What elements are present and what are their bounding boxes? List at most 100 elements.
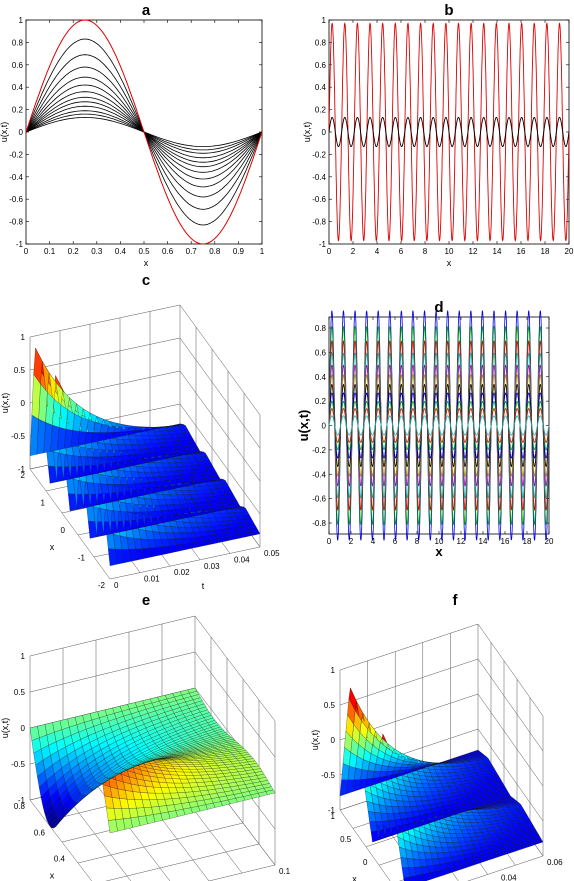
- back-wall-gridline: [29, 304, 261, 416]
- y-tick-label: 0.03: [204, 562, 220, 571]
- z-tick-label: -0.5: [321, 771, 335, 780]
- z-tick-label: 0.5: [14, 366, 26, 375]
- back-wall-gridline: [29, 337, 261, 449]
- x-axis-label: x: [50, 871, 55, 881]
- y-tick-label: -0.2: [312, 150, 326, 159]
- z-tick-label: 0.5: [14, 688, 26, 697]
- back-wall-gridline: [29, 370, 261, 482]
- y-tick-label: 0.4: [315, 373, 327, 382]
- surface-patch: [29, 726, 40, 741]
- y-tick-label: 0: [322, 422, 327, 431]
- z-tick-label: 0: [21, 399, 26, 408]
- x-tick-label: 0.6: [162, 247, 174, 256]
- y-tick-label: 0.2: [315, 397, 327, 406]
- x-tick-label: -2: [98, 581, 106, 590]
- x-tick-label: 0.5: [138, 247, 150, 256]
- x-tick-label: 12: [457, 537, 466, 546]
- y-tick-label: 1: [19, 16, 24, 25]
- z-tick-label: 1: [21, 333, 26, 342]
- panel-e-title: e: [142, 592, 150, 609]
- surface-patch: [369, 821, 378, 832]
- z-tick-label: 1: [331, 666, 336, 675]
- series-line-10: [328, 415, 550, 436]
- z-tick-label: -1: [18, 465, 26, 474]
- surface-patch: [370, 830, 379, 843]
- z-tick-label: 0: [331, 736, 336, 745]
- z-axis-label: u(x,t): [0, 718, 10, 739]
- x-tick-label: 0: [363, 858, 368, 867]
- y-axis-label: u(x,t): [296, 410, 311, 442]
- x-tick-label: 2: [351, 247, 356, 256]
- y-tick-label: 0.6: [12, 61, 24, 70]
- y-tick-label: 0.2: [12, 106, 24, 115]
- y-tick-label: 0.8: [315, 324, 327, 333]
- floor-gridline: [77, 822, 244, 864]
- x-tick-label: 12: [469, 247, 478, 256]
- y-tick-label: 0.8: [12, 38, 24, 47]
- panel-b: b 0 2 4 6 8 10 12 14 16 18 20 1 0.8 0.6 0.4 0.2 0 -0.2 -0.4…: [302, 2, 574, 268]
- z-tick-label: -0.5: [11, 760, 25, 769]
- y-tick-label: 0.04: [234, 555, 250, 564]
- y-tick-label: 1: [322, 16, 327, 25]
- z-tick-label: -1: [18, 796, 26, 805]
- panel-f-title: f: [453, 592, 459, 609]
- panel-c-title: c: [142, 272, 150, 289]
- z-tick-label: 1: [21, 652, 26, 661]
- x-tick-label: 10: [445, 247, 454, 256]
- y-tick-label: -0.6: [312, 495, 326, 504]
- y-tick-label: 0: [19, 128, 24, 137]
- y-tick-label: -0.4: [312, 470, 326, 479]
- y-tick-label: 0.2: [315, 106, 327, 115]
- x-tick-label: 16: [517, 247, 526, 256]
- x-tick-label: 0.8: [14, 802, 26, 811]
- y-tick-label: -0.2: [9, 150, 23, 159]
- x-tick-label: 0: [61, 526, 66, 535]
- x-tick-label: 0.3: [91, 247, 103, 256]
- z-axis-label: u(x,t): [310, 730, 320, 751]
- z-tick-label: 0.5: [324, 701, 336, 710]
- y-tick-label: 0.05: [264, 549, 280, 558]
- surface-patch: [341, 763, 350, 781]
- y-tick-label: 0.1: [279, 867, 291, 876]
- x-axis-label: x: [50, 542, 55, 552]
- y-tick-label: -0.8: [312, 519, 326, 528]
- y-tick-label: 0.4: [12, 83, 24, 92]
- x-tick-label: 1: [41, 499, 46, 508]
- y-tick-label: 0.6: [315, 61, 327, 70]
- x-tick-label: 6: [399, 247, 404, 256]
- y-tick-label: -0.4: [312, 173, 326, 182]
- series-line-1: [328, 116, 570, 148]
- panel-e: e10.50-0.5-10.80.60.40.2000.050.1u(x,t)x…: [0, 592, 291, 881]
- y-tick-label: 0.06: [547, 858, 563, 867]
- panel-d-title: d: [434, 299, 443, 316]
- y-tick-label: -0.8: [312, 218, 326, 227]
- x-tick-label: 20: [565, 247, 574, 256]
- x-tick-label: 18: [541, 247, 550, 256]
- y-axis-label: u(x,t): [0, 122, 9, 143]
- panel-a-title: a: [142, 2, 151, 19]
- surface: [29, 347, 261, 566]
- floor-gridline: [29, 799, 93, 881]
- x-tick-label: 16: [501, 537, 510, 546]
- x-tick-label: 0.1: [44, 247, 56, 256]
- x-axis-label: x: [144, 258, 149, 268]
- x-tick-label: -1: [78, 554, 86, 563]
- y-tick-label: -1: [319, 240, 327, 249]
- y-tick-label: 0.8: [315, 38, 327, 47]
- x-tick-label: 0.8: [209, 247, 221, 256]
- z-tick-label: -1: [328, 806, 336, 815]
- y-tick-label: 0.02: [174, 568, 190, 577]
- floor-gridline: [62, 791, 132, 881]
- panel-d: d 0 2 4 6 8 10 12 14 16 18 20 0.8 0.6 0.4 0.2 0 -0.2 -0.4 -…: [296, 299, 554, 559]
- y-tick-label: -0.4: [9, 173, 23, 182]
- back-wall-gridline: [339, 623, 544, 717]
- y-axis-label: u(x,t): [302, 122, 312, 143]
- surface-patch: [339, 779, 348, 797]
- x-tick-label: 18: [523, 537, 532, 546]
- x-tick-label: 0: [327, 537, 332, 546]
- panel-b-title: b: [444, 2, 453, 19]
- floor-gridline: [105, 843, 260, 881]
- x-tick-label: 0.5: [340, 835, 352, 844]
